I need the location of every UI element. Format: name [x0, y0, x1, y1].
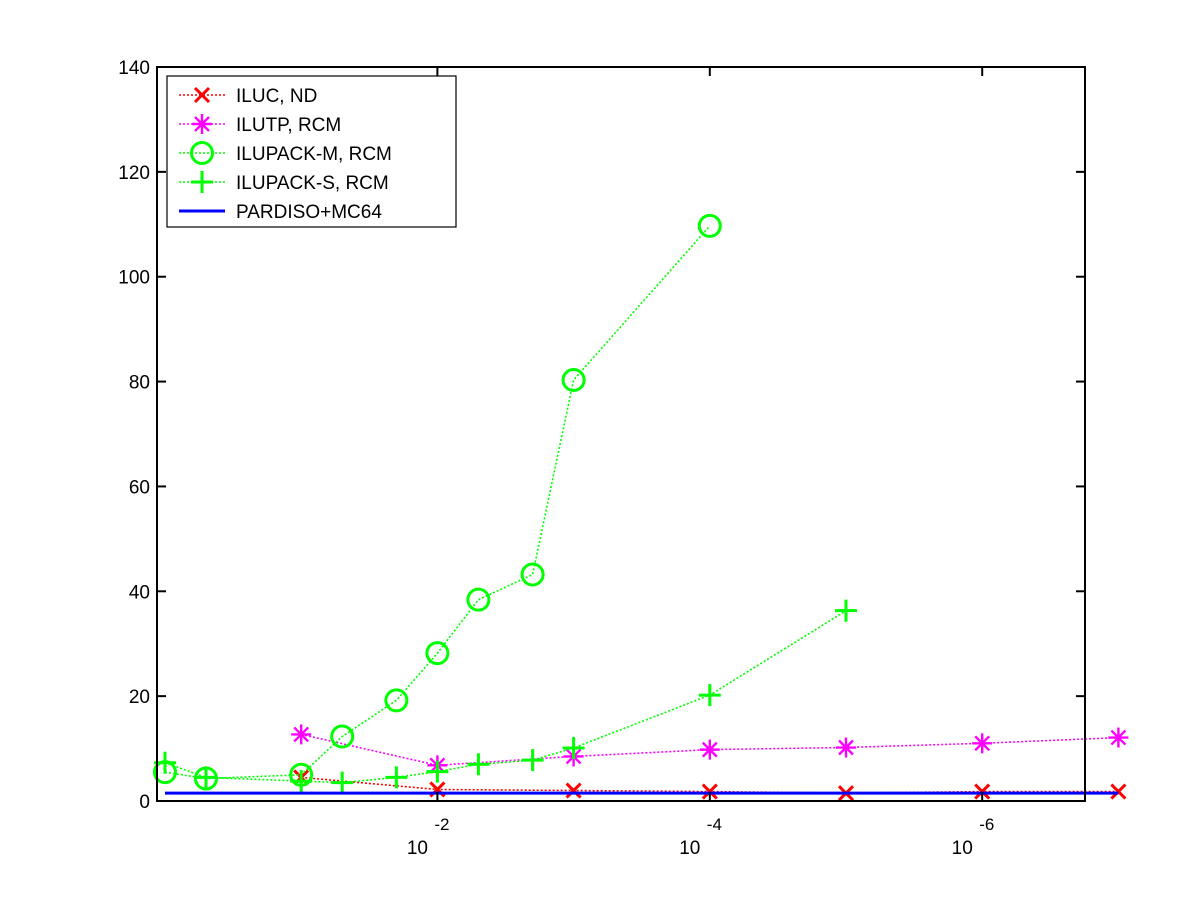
data-point-s2-6: [466, 587, 491, 612]
data-point-s2-9: [697, 213, 722, 238]
data-point-s1-6: [1108, 727, 1129, 748]
marker-circle-ring: [466, 587, 491, 612]
marker-circle-ring: [425, 641, 450, 666]
x-tick-label-exponent: -2: [434, 815, 449, 834]
marker-x-stroke: [193, 86, 211, 104]
marker-asterisk-stroke: [1110, 729, 1127, 746]
y-tick-label: 40: [129, 582, 150, 603]
x-tick-label-base: 10: [407, 838, 428, 859]
legend-marker-1: [192, 114, 212, 134]
marker-circle-ring: [561, 367, 586, 392]
data-point-s3-2: [290, 770, 313, 793]
legend-label-4: PARDISO+MC64: [236, 202, 382, 223]
legend-marker-2: [190, 141, 214, 165]
legend-marker-3: [191, 171, 213, 193]
data-point-s0-6: [1110, 783, 1127, 800]
y-tick-label: 20: [129, 687, 150, 708]
x-tick-label-exponent: -6: [979, 815, 994, 834]
marker-x-stroke: [565, 782, 582, 799]
legend-marker-0: [193, 86, 211, 104]
marker-asterisk-stroke: [194, 116, 210, 132]
legend-label-1: ILUTP, RCM: [236, 115, 341, 136]
data-point-s1-3: [699, 739, 720, 760]
data-point-s3-10: [835, 599, 857, 622]
marker-x-stroke: [974, 783, 991, 800]
y-tick-label: 80: [129, 373, 150, 394]
data-point-s2-8: [561, 367, 586, 392]
series-line-2: [164, 225, 711, 780]
marker-circle-ring: [330, 724, 355, 749]
data-point-s2-3: [330, 724, 355, 749]
y-tick-label: 60: [129, 477, 150, 498]
data-point-s0-3: [701, 783, 718, 800]
marker-asterisk-stroke: [974, 735, 991, 752]
data-point-s0-2: [565, 782, 582, 799]
data-point-s1-0: [291, 724, 312, 745]
marker-x-stroke: [1110, 783, 1127, 800]
marker-circle-ring: [697, 213, 722, 238]
marker-x-stroke: [701, 783, 718, 800]
data-point-s0-5: [974, 783, 991, 800]
y-tick-label: 140: [118, 58, 150, 79]
data-point-s3-9: [698, 684, 721, 707]
x-tick-label-exponent: -4: [707, 815, 722, 834]
data-point-s3-1: [195, 766, 218, 789]
data-point-s1-4: [836, 737, 856, 758]
marker-asterisk-stroke: [838, 739, 854, 756]
axes-frame: [156, 66, 1086, 802]
data-point-s3-5: [426, 760, 449, 783]
data-point-s2-7: [520, 562, 545, 587]
legend-box: [166, 75, 457, 228]
axes: 0 20 40 60 80 100 120 140 10 -2 10 -4 10 -6: [118, 58, 1086, 859]
data-point-s1-5: [972, 733, 993, 754]
data-point-s3-3: [331, 771, 354, 794]
legend-label-0: ILUC, ND: [236, 86, 317, 107]
y-tick-label: 0: [139, 792, 150, 813]
marker-asterisk-stroke: [293, 726, 310, 743]
legend: ILUC, ND ILUTP, RCM ILUPACK-M, RCM ILUPACK-…: [166, 75, 457, 228]
y-tick-label: 100: [118, 268, 150, 289]
marker-asterisk-stroke: [701, 741, 718, 758]
x-tick-label-base: 10: [679, 838, 700, 859]
data-point-s2-4: [384, 688, 409, 713]
legend-label-3: ILUPACK-S, RCM: [236, 173, 389, 194]
marker-circle-ring: [384, 688, 409, 713]
x-tick-label-base: 10: [952, 838, 973, 859]
marker-circle-ring: [520, 562, 545, 587]
plot-area: [153, 213, 1129, 802]
legend-label-2: ILUPACK-M, RCM: [236, 144, 392, 165]
y-tick-label: 120: [118, 163, 150, 184]
marker-circle-ring: [190, 141, 214, 165]
data-point-s3-7: [521, 749, 544, 772]
data-point-s2-5: [425, 641, 450, 666]
data-point-s3-8: [562, 737, 585, 760]
data-point-s3-4: [385, 766, 408, 789]
data-point-s3-6: [467, 753, 490, 776]
